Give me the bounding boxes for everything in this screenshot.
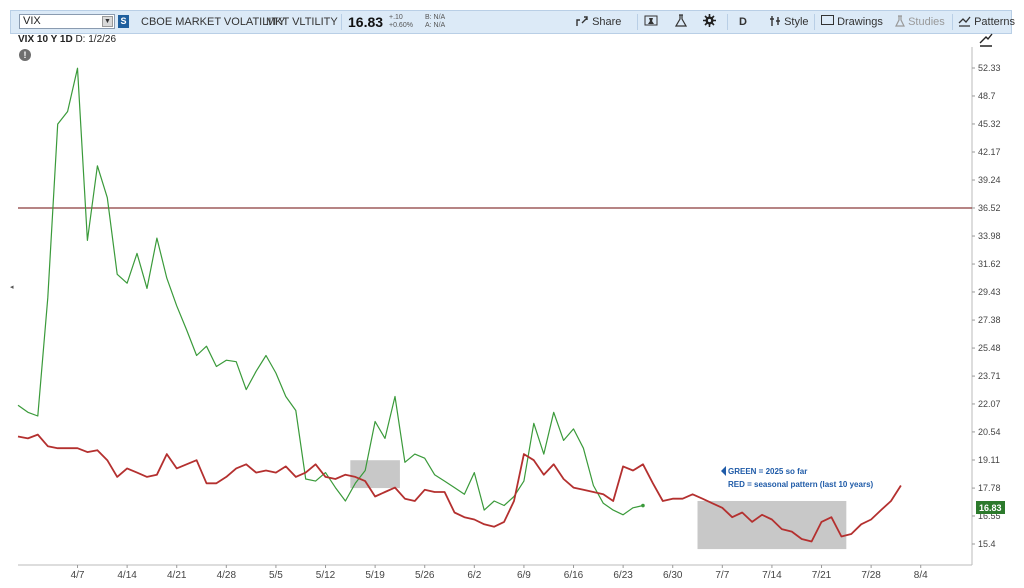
studies-button[interactable]: Studies — [895, 11, 945, 33]
last-price-label: 16.83 — [976, 501, 1005, 514]
x-tick-label: 4/21 — [167, 570, 187, 581]
symbol-short-name: MKT VLTILITY — [266, 16, 338, 28]
drawings-label: Drawings — [837, 16, 883, 28]
shaded-zones — [350, 460, 847, 550]
last-price-badge — [976, 501, 1005, 514]
y-tick-label: 48.7 — [978, 91, 996, 101]
x-tick-label: 4/14 — [117, 570, 137, 581]
y-tick-label: 52.33 — [978, 63, 1001, 73]
toolbar-separator — [727, 14, 728, 30]
symbol-description: CBOE MARKET VOLATILITY — [141, 16, 286, 28]
toolbar-separator — [814, 14, 815, 30]
y-tick-label: 31.62 — [978, 259, 1001, 269]
style-button[interactable]: Style — [769, 11, 809, 33]
y-tick-label: 22.07 — [978, 399, 1001, 409]
drawing-tool-icon[interactable] — [979, 33, 993, 47]
ask-value: A: N/A — [425, 22, 446, 29]
x-tick-label: 4/28 — [217, 570, 237, 581]
x-tick-label: 6/2 — [467, 570, 481, 581]
green-series-end-point — [641, 503, 645, 508]
toolbar-separator — [637, 14, 638, 30]
y-tick-label: 45.32 — [978, 119, 1001, 129]
symbol-input[interactable]: VIX ▼ — [19, 14, 115, 29]
chart-date: D: 1/2/26 — [75, 34, 117, 45]
x-tick-label: 5/26 — [415, 570, 435, 581]
patterns-label: Patterns — [974, 16, 1016, 28]
toolbar: VIX ▼ S CBOE MARKET VOLATILITY MKT VLTIL… — [10, 10, 1015, 34]
price-change: +.10 — [389, 14, 403, 21]
bid-value: B: N/A — [425, 14, 446, 21]
x-tick-label: 6/23 — [613, 570, 633, 581]
share-button[interactable]: Share — [576, 11, 621, 33]
studies-icon — [895, 15, 905, 27]
x-axis: 4/7 4/14 4/21 4/28 5/5 5/12 5/19 5/26 6/2 6/9 6/16… — [71, 565, 928, 581]
y-tick-label: 33.98 — [978, 231, 1001, 241]
red-series-line — [17, 433, 902, 543]
last-price: 16.83 — [348, 14, 384, 30]
annotation-red: RED = seasonal pattern (last 10 years) — [728, 480, 874, 489]
x-tick-label: 5/12 — [316, 570, 336, 581]
y-tick-label: 15.4 — [978, 539, 996, 549]
studies-label: Studies — [908, 16, 945, 28]
flask-button[interactable] — [644, 11, 658, 33]
y-axis: 52.33 48.7 45.32 42.17 39.24 36.52 33.98 31.62 2… — [972, 63, 1001, 549]
y-tick-label: 16.55 — [978, 511, 1001, 521]
beaker-icon — [674, 14, 688, 27]
patterns-icon — [958, 16, 971, 27]
chart-header: VIX 10 Y 1D D: 1/2/26 — [18, 34, 116, 45]
drawings-icon — [821, 15, 834, 25]
plot-area — [18, 47, 973, 566]
settings-button[interactable] — [703, 11, 716, 33]
annotation: GREEN = 2025 so far RED = seasonal patte… — [721, 466, 874, 489]
style-label: Style — [784, 16, 809, 28]
share-icon — [576, 16, 588, 26]
shaded-zone-2 — [697, 500, 847, 550]
flask-icon — [644, 15, 658, 26]
price-change-pct: +0.60% — [389, 22, 413, 29]
gear-icon — [703, 14, 716, 27]
y-tick-label: 20.54 — [978, 427, 1001, 437]
toolbar-separator — [341, 14, 342, 30]
x-tick-label: 6/16 — [564, 570, 584, 581]
beaker-button[interactable] — [674, 11, 688, 33]
alert-icon[interactable]: ! — [19, 49, 31, 61]
y-tick-label: 23.71 — [978, 371, 1001, 381]
last-price-badge-text: 16.83 — [979, 503, 1002, 513]
x-tick-label: 7/28 — [861, 570, 881, 581]
symbol-info-icon[interactable]: S — [118, 15, 129, 28]
x-tick-label: 6/30 — [663, 570, 683, 581]
chart-symbol-period: VIX 10 Y 1D — [18, 34, 73, 45]
y-tick-label: 25.48 — [978, 343, 1001, 353]
style-icon — [770, 16, 780, 26]
y-tick-label: 42.17 — [978, 147, 1001, 157]
patterns-button[interactable]: Patterns — [958, 11, 1015, 33]
y-tick-label: 17.78 — [978, 483, 1001, 493]
annotation-marker-icon — [721, 466, 726, 476]
green-series-line — [17, 67, 644, 516]
symbol-dropdown-icon[interactable]: ▼ — [102, 16, 113, 27]
x-tick-label: 7/14 — [762, 570, 782, 581]
y-tick-label: 27.38 — [978, 315, 1001, 325]
series-lines — [17, 67, 902, 543]
aggregation-button[interactable]: D — [739, 16, 747, 28]
x-tick-label: 4/7 — [71, 570, 85, 581]
y-tick-label: 36.52 — [978, 203, 1001, 213]
x-tick-label: 7/7 — [715, 570, 729, 581]
share-label: Share — [592, 16, 622, 28]
x-tick-label: 8/4 — [914, 570, 928, 581]
x-tick-label: 5/19 — [365, 570, 385, 581]
y-tick-label: 29.43 — [978, 287, 1001, 297]
symbol-value: VIX — [23, 15, 41, 27]
collapse-arrow-icon[interactable]: ◂ — [10, 284, 14, 291]
drawings-button[interactable]: Drawings — [821, 11, 883, 33]
x-tick-label: 6/9 — [517, 570, 531, 581]
x-tick-label: 7/21 — [812, 570, 832, 581]
x-tick-label: 5/5 — [269, 570, 283, 581]
toolbar-separator — [952, 14, 953, 30]
y-tick-label: 39.24 — [978, 175, 1001, 185]
y-tick-label: 19.11 — [978, 455, 1000, 465]
shaded-zone-1 — [350, 460, 400, 489]
annotation-green: GREEN = 2025 so far — [728, 467, 807, 476]
